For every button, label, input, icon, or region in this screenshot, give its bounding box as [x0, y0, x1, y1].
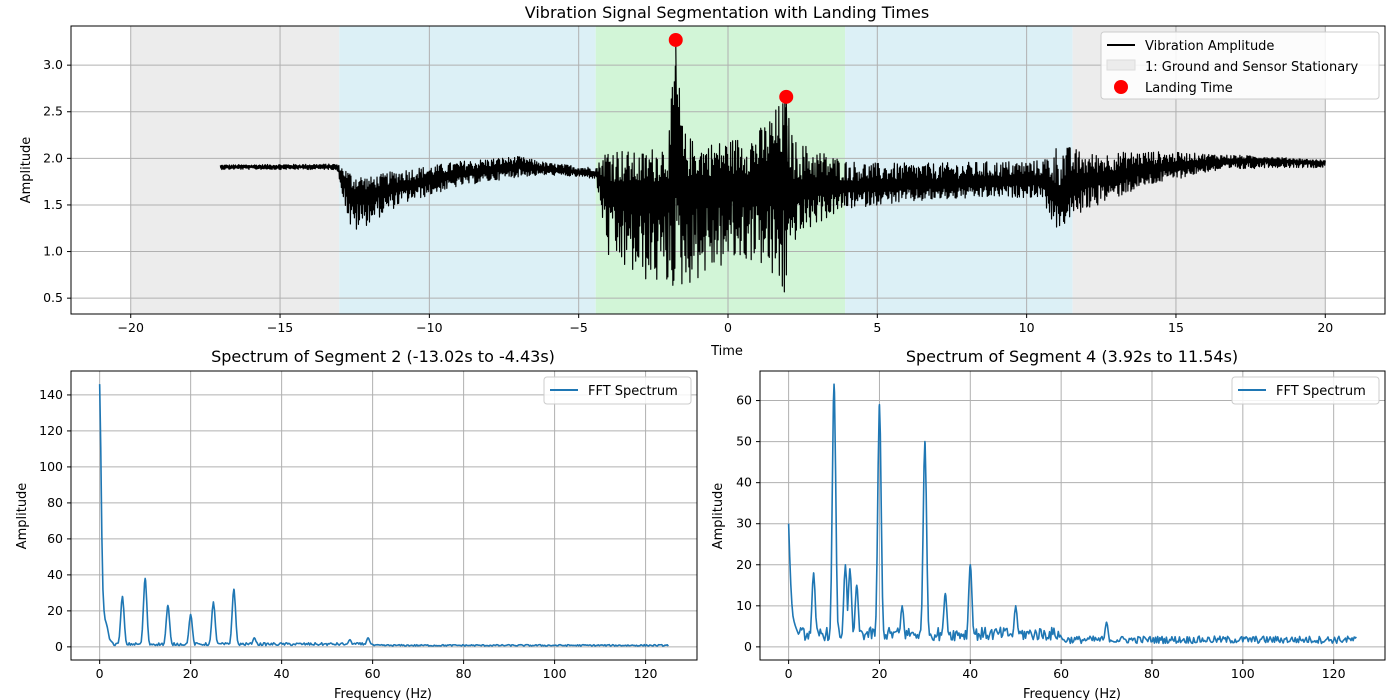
x-ticks: 0 20 40 60 80 100 120	[785, 660, 1346, 681]
x-tick-label: 20	[872, 666, 888, 681]
chart-title: Vibration Signal Segmentation with Landi…	[525, 3, 929, 22]
legend-segment-swatch	[1106, 59, 1136, 71]
y-tick-label: 40	[47, 567, 63, 582]
legend-label-vibration: Vibration Amplitude	[1145, 39, 1274, 54]
x-tick-label: −5	[569, 320, 587, 335]
y-tick-label: 120	[39, 423, 63, 438]
fft-spectrum-line	[98, 384, 669, 647]
landing-markers	[668, 32, 794, 104]
spectrum-segment-2-chart: 0 20 40 60 80 100 120 0 20 40 60 80 100 120 140 Spect…	[15, 347, 698, 700]
y-tick-label: 40	[736, 475, 752, 490]
chart-title: Spectrum of Segment 2 (-13.02s to -4.43s…	[211, 347, 555, 366]
x-tick-label: 15	[1168, 320, 1184, 335]
chart-title: Spectrum of Segment 4 (3.92s to 11.54s)	[906, 347, 1238, 366]
fft-spectrum-line	[787, 383, 1357, 645]
legend-box	[543, 376, 692, 405]
x-tick-label: −10	[416, 320, 442, 335]
landing-time-marker	[668, 32, 683, 47]
x-tick-label: 120	[1322, 666, 1346, 681]
legend: Vibration Amplitude 1: Ground and Sensor…	[1100, 31, 1380, 100]
x-tick-label: 100	[1231, 666, 1255, 681]
x-tick-label: −20	[118, 320, 144, 335]
y-axis-label: Amplitude	[19, 137, 34, 204]
grid	[760, 371, 1385, 660]
x-tick-label: 0	[96, 666, 104, 681]
grid	[71, 371, 697, 660]
x-tick-label: 0	[724, 320, 732, 335]
series-group	[787, 383, 1357, 645]
x-axis-label: Frequency (Hz)	[1023, 687, 1121, 700]
x-tick-label: 40	[274, 666, 290, 681]
legend: FFT Spectrum	[543, 376, 692, 405]
y-tick-label: 2.5	[43, 104, 63, 119]
x-tick-label: 80	[1144, 666, 1160, 681]
y-tick-label: 1.5	[43, 197, 63, 212]
x-tick-label: 5	[873, 320, 881, 335]
x-tick-label: 10	[1019, 320, 1035, 335]
y-axis-label: Amplitude	[711, 483, 726, 550]
y-ticks: 0 20 40 60 80 100 120 140	[39, 387, 71, 654]
x-axis-label: Time	[710, 344, 743, 359]
y-tick-label: 2.0	[43, 150, 63, 165]
y-tick-label: 80	[47, 495, 63, 510]
series-group	[98, 384, 669, 647]
landing-time-marker	[779, 89, 794, 104]
axes-frame	[759, 370, 1386, 661]
y-tick-label: 50	[736, 434, 752, 449]
x-tick-label: 60	[365, 666, 381, 681]
legend-marker-swatch	[1114, 80, 1128, 94]
spectrum-segment-4-chart: 0 20 40 60 80 100 120 0 10 20 30 40 50 60 Spectrum o…	[711, 347, 1386, 700]
x-tick-label: −15	[267, 320, 293, 335]
x-tick-label: 120	[634, 666, 658, 681]
legend-label-segment: 1: Ground and Sensor Stationary	[1145, 60, 1359, 75]
y-tick-label: 60	[736, 393, 752, 408]
legend-label-fft: FFT Spectrum	[1276, 384, 1366, 399]
x-tick-label: 60	[1053, 666, 1069, 681]
y-ticks: 0.5 1.0 1.5 2.0 2.5 3.0	[43, 57, 71, 305]
legend-label-landing: Landing Time	[1145, 81, 1233, 96]
y-tick-label: 100	[39, 459, 63, 474]
x-ticks: −20 −15 −10 −5 0 5 10 15 20	[118, 314, 1333, 335]
segment-band	[845, 26, 1073, 314]
legend-box	[1231, 376, 1380, 405]
y-tick-label: 0	[744, 639, 752, 654]
y-tick-label: 3.0	[43, 57, 63, 72]
axes-frame	[70, 370, 698, 661]
y-tick-label: 10	[736, 598, 752, 613]
x-axis-label: Frequency (Hz)	[334, 687, 432, 700]
y-tick-label: 140	[39, 387, 63, 402]
x-tick-label: 20	[183, 666, 199, 681]
x-tick-label: 40	[962, 666, 978, 681]
y-tick-label: 0	[55, 639, 63, 654]
x-tick-label: 20	[1317, 320, 1333, 335]
y-tick-label: 30	[736, 516, 752, 531]
y-tick-label: 20	[47, 603, 63, 618]
y-tick-label: 1.0	[43, 244, 63, 259]
y-tick-label: 0.5	[43, 290, 63, 305]
x-ticks: 0 20 40 60 80 100 120	[96, 660, 658, 681]
legend: FFT Spectrum	[1231, 376, 1380, 405]
y-axis-label: Amplitude	[15, 483, 30, 550]
vibration-signal-chart: −20 −15 −10 −5 0 5 10 15 20 0.5 1.0 1.5 2.0 2.5 3.0 V…	[19, 3, 1386, 359]
segment-band	[130, 26, 340, 314]
y-ticks: 0 10 20 30 40 50 60	[736, 393, 760, 654]
legend-label-fft: FFT Spectrum	[588, 384, 678, 399]
legend-box	[1100, 31, 1380, 100]
x-tick-label: 80	[456, 666, 472, 681]
x-tick-label: 0	[785, 666, 793, 681]
series-group	[219, 39, 1326, 293]
y-tick-label: 20	[736, 557, 752, 572]
y-tick-label: 60	[47, 531, 63, 546]
x-tick-label: 100	[543, 666, 567, 681]
vibration-amplitude-line	[219, 39, 1326, 293]
